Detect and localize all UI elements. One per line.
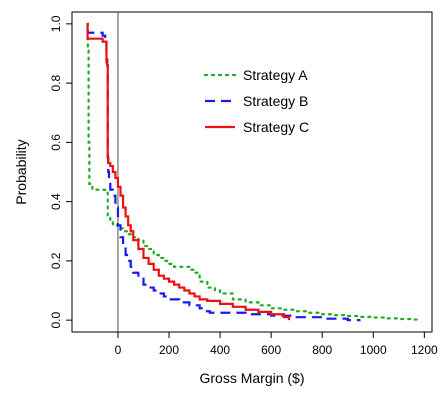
x-tick-label: 800 xyxy=(312,343,332,357)
y-tick-label: 0.4 xyxy=(49,193,63,210)
legend: Strategy A Strategy B Strategy C xyxy=(203,67,309,135)
ticks-layer: 0 200 400 600 800 1000 1200 0.0 0.2 0.4 0.6 0.8 1.0 xyxy=(49,15,438,357)
x-axis-title: Gross Margin ($) xyxy=(199,370,304,386)
series-line-strategy-c xyxy=(86,22,291,321)
x-tick-label: 1000 xyxy=(360,343,387,357)
legend-entry: Strategy A xyxy=(243,67,308,83)
x-tick-label: 1200 xyxy=(411,343,438,357)
y-tick-label: 0.8 xyxy=(49,74,63,91)
legend-entry: Strategy C xyxy=(243,119,309,135)
series-layer xyxy=(86,12,421,332)
plot-frame xyxy=(71,11,433,333)
y-axis-title: Probability xyxy=(13,139,29,204)
x-tick-label: 400 xyxy=(210,343,230,357)
x-tick-label: 600 xyxy=(261,343,281,357)
x-tick-label: 200 xyxy=(159,343,179,357)
series-line-strategy-b xyxy=(86,28,361,322)
x-tick-label: 0 xyxy=(115,343,122,357)
y-tick-label: 1.0 xyxy=(49,15,63,32)
y-tick-label: 0.0 xyxy=(49,311,63,328)
y-tick-label: 0.6 xyxy=(49,134,63,151)
legend-entry: Strategy B xyxy=(243,93,308,109)
series-line-strategy-a xyxy=(86,22,421,322)
y-tick-label: 0.2 xyxy=(49,252,63,269)
